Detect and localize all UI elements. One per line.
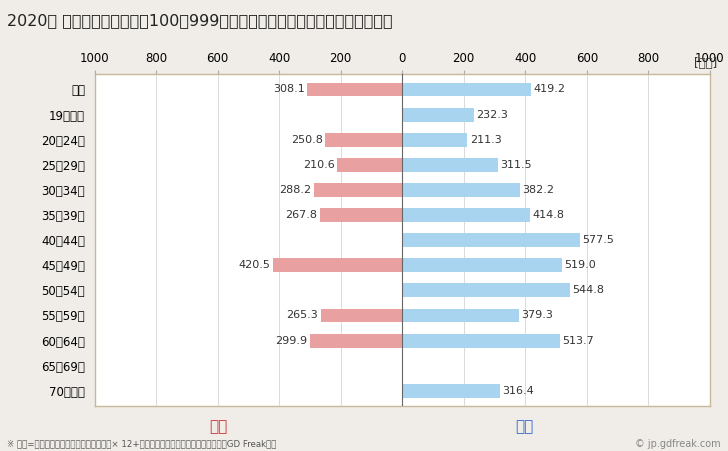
Text: 513.7: 513.7: [563, 336, 595, 345]
Bar: [402, 258, 562, 272]
Text: ※ 年収=「きまって支給する現金給与額」× 12+「年間賞与その他特別給与額」としてGD Freak推計: ※ 年収=「きまって支給する現金給与額」× 12+「年間賞与その他特別給与額」と…: [7, 440, 277, 449]
Text: 577.5: 577.5: [582, 235, 614, 245]
Bar: [402, 384, 499, 398]
Bar: [314, 183, 402, 197]
Bar: [325, 133, 402, 147]
Text: 308.1: 308.1: [273, 84, 305, 94]
Bar: [320, 208, 402, 222]
Bar: [310, 334, 402, 348]
Text: 382.2: 382.2: [522, 185, 554, 195]
Bar: [402, 83, 531, 97]
Text: 519.0: 519.0: [564, 260, 596, 270]
Text: [万円]: [万円]: [694, 57, 717, 70]
Text: 2020年 民間企業（従業者数100～999人）フルタイム労働者の男女別平均年収: 2020年 民間企業（従業者数100～999人）フルタイム労働者の男女別平均年収: [7, 14, 393, 28]
Text: 288.2: 288.2: [279, 185, 311, 195]
Bar: [320, 308, 402, 322]
Bar: [402, 108, 474, 121]
Text: 210.6: 210.6: [304, 160, 335, 170]
Text: 265.3: 265.3: [286, 310, 318, 321]
Text: 299.9: 299.9: [275, 336, 307, 345]
Text: 男性: 男性: [515, 419, 534, 434]
Bar: [402, 183, 520, 197]
Bar: [307, 83, 402, 97]
Text: 420.5: 420.5: [239, 260, 270, 270]
Bar: [402, 233, 579, 247]
Text: 211.3: 211.3: [470, 135, 502, 145]
Text: 316.4: 316.4: [502, 386, 534, 396]
Bar: [402, 308, 519, 322]
Text: 544.8: 544.8: [572, 285, 604, 295]
Bar: [402, 133, 467, 147]
Text: 379.3: 379.3: [521, 310, 553, 321]
Bar: [273, 258, 402, 272]
Text: 250.8: 250.8: [290, 135, 323, 145]
Text: 女性: 女性: [209, 419, 228, 434]
Text: 232.3: 232.3: [476, 110, 508, 120]
Bar: [402, 284, 570, 297]
Text: 267.8: 267.8: [285, 210, 317, 220]
Text: 311.5: 311.5: [500, 160, 532, 170]
Text: 419.2: 419.2: [534, 84, 566, 94]
Text: 414.8: 414.8: [532, 210, 564, 220]
Bar: [402, 334, 561, 348]
Bar: [402, 208, 530, 222]
Text: © jp.gdfreak.com: © jp.gdfreak.com: [635, 439, 721, 449]
Bar: [338, 158, 402, 172]
Bar: [402, 158, 498, 172]
